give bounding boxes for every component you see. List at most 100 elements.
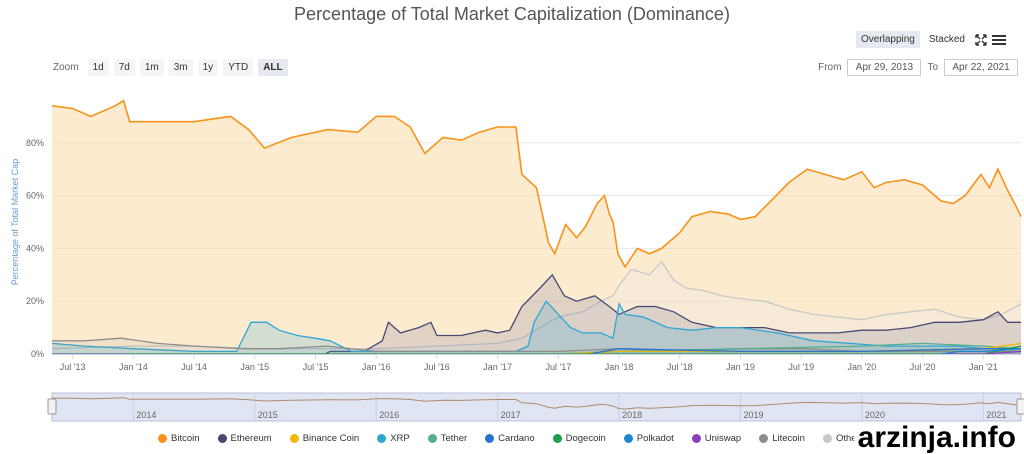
navigator-series-line [51,397,1022,410]
from-date-input[interactable]: Apr 29, 2013 [847,59,922,76]
series-area-bitcoin [52,100,1021,354]
x-tick-label: Jul '16 [424,362,450,372]
from-label: From [818,62,842,73]
to-label: To [927,62,938,73]
legend-item-bitcoin[interactable]: Bitcoin [158,433,200,444]
series-line-xrp [51,300,1021,353]
legend-label: Dogecoin [565,433,606,444]
x-tick-label: Jul '13 [60,362,86,372]
x-tick-label: Jan '19 [726,362,755,372]
navigator-year-label: 2015 [258,410,278,420]
x-tick-label: Jan '17 [483,362,512,372]
y-tick-label: 0% [31,349,44,359]
series-line-others [51,260,1022,350]
zoom-all-button[interactable]: ALL [258,59,288,76]
zoom-3m-button[interactable]: 3m [168,59,193,76]
legend-marker [289,434,299,443]
legend-marker [623,434,633,443]
zoom-ytd-button[interactable]: YTD [223,59,254,76]
series-area-uniswap [946,351,1021,354]
series-line-ethereum [52,273,1021,355]
legend-item-cardano[interactable]: Cardano [485,433,535,444]
legend-marker [217,434,227,443]
legend-item-uniswap[interactable]: Uniswap [691,433,742,444]
navigator-year-label: 2018 [622,410,642,420]
legend-label: Litecoin [772,433,805,444]
x-tick-label: Jan '18 [605,362,634,372]
legend-marker [691,434,701,443]
x-tick-label: Jul '18 [667,362,693,372]
view-toggle: Overlapping Stacked [855,31,1006,48]
legend-label: Tether [440,433,468,444]
watermark: arzinja.info [853,423,1020,453]
y-axis-label: Percentage of Total Market Cap [10,159,20,285]
x-tick-label: Jul '14 [181,362,207,372]
navigator-year-label: 2021 [986,410,1006,420]
legend-item-tether[interactable]: Tether [427,433,468,444]
navigator-year-label: 2016 [379,410,399,420]
series-area-binance-coin [564,343,1021,354]
navigator-year-label: 2014 [136,410,156,420]
legend-item-binance-coin[interactable]: Binance Coin [289,433,360,444]
overlapping-button[interactable]: Overlapping [855,31,920,48]
y-tick-label: 80% [26,138,44,148]
legend-marker [822,434,832,443]
zoom-label: Zoom [53,62,79,73]
legend-label: Ethereum [230,433,272,444]
series-line-cardano [588,348,1021,355]
legend-label: Binance Coin [302,433,360,444]
to-date-input[interactable]: Apr 22, 2021 [944,59,1018,76]
chart-legend: Bitcoin Ethereum Binance Coin XRP Tether Card… [158,433,864,444]
y-tick-label: 60% [26,191,44,201]
stacked-button[interactable]: Stacked [928,34,965,45]
y-tick-label: 40% [26,243,44,253]
legend-item-ethereum[interactable]: Ethereum [217,433,272,444]
x-tick-label: Jul '20 [910,362,936,372]
legend-label: Polkadot [636,433,674,444]
x-tick-label: Jul '15 [303,362,329,372]
legend-marker [759,434,769,443]
zoom-1d-button[interactable]: 1d [87,59,109,76]
x-tick-label: Jul '17 [545,362,571,372]
legend-item-polkadot[interactable]: Polkadot [623,433,674,444]
zoom-1y-button[interactable]: 1y [197,59,219,76]
navigator-handle-right[interactable] [1016,398,1024,415]
x-tick-label: Jan '15 [240,362,269,372]
legend-item-others[interactable]: Others [822,433,865,444]
legend-marker [377,434,387,443]
zoom-7d-button[interactable]: 7d [113,59,135,76]
series-line-bitcoin [51,99,1022,269]
x-tick-label: Jan '16 [362,362,391,372]
legend-label: XRP [390,433,410,444]
legend-label: Uniswap [704,433,742,444]
legend-item-dogecoin[interactable]: Dogecoin [552,433,606,444]
navigator-year-label: 2019 [744,410,764,420]
hamburger-menu-icon[interactable] [992,33,1006,47]
legend-item-xrp[interactable]: XRP [377,433,410,444]
series-area-cardano [588,348,1021,354]
x-tick-label: Jan '21 [969,362,998,372]
legend-marker [427,434,437,443]
x-tick-label: Jan '14 [119,362,148,372]
legend-label: Others [835,433,865,444]
legend-label: Cardano [498,433,535,444]
series-line-polkadot [940,348,1022,355]
series-area-xrp [52,301,1021,354]
x-tick-label: Jan '20 [848,362,877,372]
expand-icon[interactable] [974,33,988,47]
legend-marker [158,434,167,443]
date-range: From Apr 29, 2013 To Apr 22, 2021 [818,59,1018,76]
legend-item-litecoin[interactable]: Litecoin [759,433,805,444]
navigator-handle-left[interactable] [47,398,57,415]
navigator-year-label: 2020 [865,410,885,420]
legend-marker [552,434,562,443]
legend-label: Bitcoin [171,433,200,444]
series-area-ethereum [52,274,1021,354]
zoom-controls: Zoom 1d 7d 1m 3m 1y YTD ALL [53,59,288,76]
legend-marker [485,434,495,443]
navigator-year-label: 2017 [501,410,521,420]
chart-title: Percentage of Total Market Capitalizatio… [294,4,730,24]
zoom-1m-button[interactable]: 1m [139,59,164,76]
series-area-litecoin [52,338,1021,354]
